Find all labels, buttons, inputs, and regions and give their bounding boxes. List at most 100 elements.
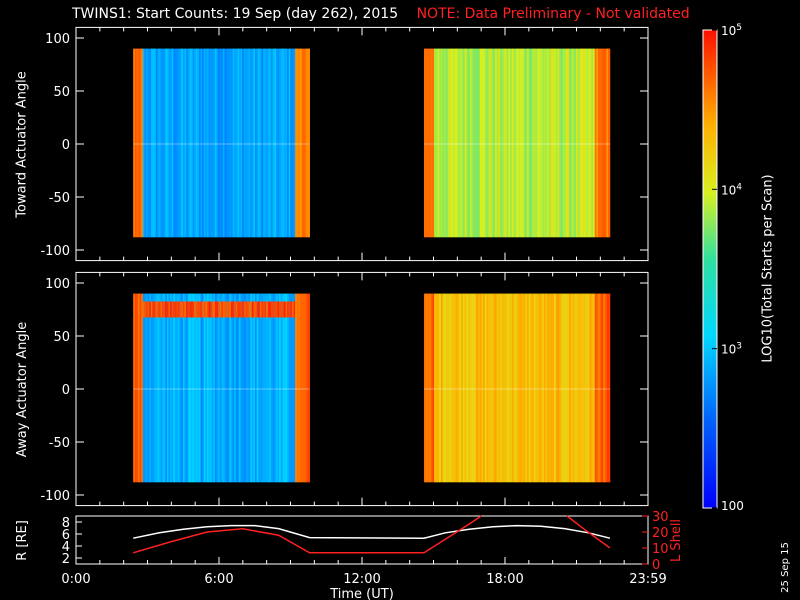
heat-strip — [451, 48, 454, 238]
heat-strip — [160, 48, 163, 238]
heat-strip — [264, 293, 267, 483]
heat-strip — [255, 48, 258, 238]
heat-strip — [530, 48, 533, 238]
heat-band-strip — [239, 301, 242, 318]
heat-strip — [471, 48, 474, 238]
x-tick-label: 0:00 — [61, 572, 90, 587]
heat-band-strip — [176, 301, 179, 318]
heat-strip — [307, 48, 310, 238]
colorbar-tick-label: 100 — [721, 499, 744, 513]
heat-band-strip — [166, 301, 169, 318]
heat-band-strip — [178, 301, 181, 318]
heat-strip — [500, 293, 503, 483]
heat-band-strip — [231, 301, 233, 318]
heat-strip — [296, 48, 299, 238]
heat-strip — [181, 293, 184, 483]
heat-band-strip — [277, 301, 280, 318]
heat-strip — [503, 48, 506, 238]
heat-strip — [293, 48, 296, 238]
heat-strip — [258, 48, 261, 238]
heat-strip — [194, 48, 197, 238]
heat-strip — [210, 293, 213, 483]
series-l-shell — [132, 515, 482, 554]
heat-strip — [165, 293, 168, 483]
heat-strip — [603, 293, 606, 483]
heat-strip — [535, 48, 538, 238]
heat-strip — [147, 48, 150, 238]
heat-band-strip — [202, 301, 205, 318]
heat-strip — [457, 293, 460, 483]
heat-strip — [432, 48, 435, 238]
heat-band-strip — [197, 301, 200, 318]
heat-strip — [272, 48, 275, 238]
heat-strip — [192, 48, 195, 238]
heat-strip — [540, 293, 543, 483]
series-l-shell-2 — [566, 515, 611, 549]
heat-strip — [210, 48, 213, 238]
heat-strip — [442, 293, 445, 483]
heat-strip — [222, 293, 225, 483]
heat-strip — [516, 293, 520, 483]
heat-strip — [133, 293, 136, 483]
heat-strip — [197, 293, 200, 483]
heat-band-strip — [184, 301, 187, 318]
heat-block-0-1 — [423, 48, 611, 238]
heat-strip — [303, 48, 306, 238]
heat-strip — [202, 293, 205, 483]
heat-strip — [258, 293, 261, 483]
heat-strip — [184, 293, 187, 483]
heat-band-strip — [290, 301, 293, 318]
heat-band-strip — [227, 301, 230, 318]
heat-strip — [240, 48, 243, 238]
heat-strip — [429, 293, 432, 483]
heat-strip — [229, 48, 232, 238]
heat-strip — [234, 48, 237, 238]
heat-strip — [211, 48, 214, 238]
heat-strip — [216, 48, 219, 238]
heat-strip — [192, 293, 195, 483]
heat-strip — [596, 48, 599, 238]
heat-strip — [555, 293, 558, 483]
heat-band-strip — [149, 301, 152, 318]
heat-strip — [549, 293, 552, 483]
heat-strip — [277, 48, 280, 238]
heat-strip — [577, 48, 580, 238]
heat-strip — [491, 293, 494, 483]
heat-strip — [287, 48, 290, 238]
heat-band-strip — [285, 301, 288, 318]
heat-band-strip — [250, 301, 253, 318]
heat-strip — [584, 48, 587, 238]
heat-strip — [301, 48, 304, 238]
heat-strip — [569, 293, 572, 483]
heat-strip — [218, 48, 221, 238]
heat-strip — [527, 293, 530, 483]
orbit-y-tick-label: 8 — [62, 516, 70, 531]
heat-strip — [532, 48, 535, 238]
heat-strip — [435, 48, 438, 238]
y-tick-label: 0 — [62, 383, 70, 398]
heat-strip — [272, 293, 275, 483]
heat-strip — [163, 293, 166, 483]
heat-strip — [296, 293, 299, 483]
heat-block-1-1 — [423, 293, 611, 483]
heat-strip — [134, 293, 137, 483]
heat-strip — [587, 48, 590, 238]
heat-strip — [295, 293, 298, 483]
heat-strip — [606, 48, 609, 238]
heat-strip — [505, 293, 508, 483]
heat-band-strip — [205, 301, 208, 318]
heat-strip — [440, 293, 443, 483]
y-tick-label: 50 — [53, 85, 70, 100]
heat-strip — [592, 293, 596, 483]
heat-strip — [282, 293, 285, 483]
heat-strip — [557, 48, 560, 238]
heat-strip — [569, 48, 572, 238]
heat-strip — [554, 48, 557, 238]
heat-strip — [205, 48, 208, 238]
heat-band-strip — [240, 301, 243, 318]
orbit-y2-tick-label: 20 — [652, 526, 669, 541]
heat-strip — [592, 48, 596, 238]
x-tick-label: 23:59 — [629, 572, 666, 587]
heat-strip — [451, 293, 454, 483]
heat-strip — [256, 48, 259, 238]
